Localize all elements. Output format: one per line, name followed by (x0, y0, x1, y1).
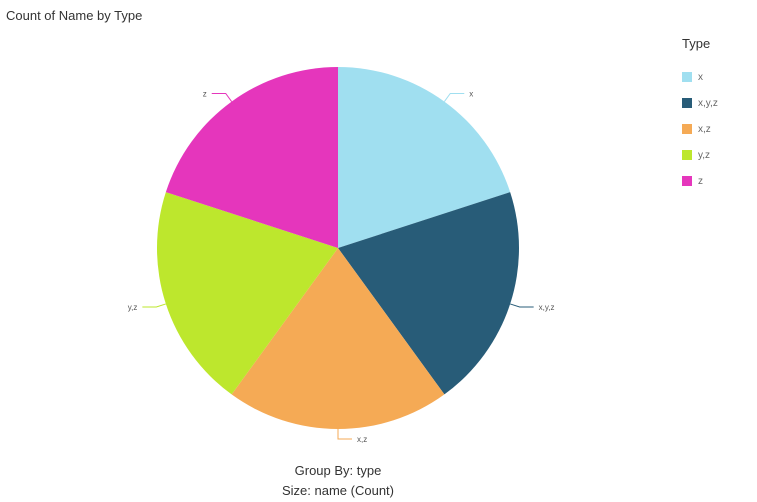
leader-line-y-z (142, 303, 167, 308)
legend-title: Type (682, 36, 711, 51)
legend-item-x-z[interactable]: x,z (682, 116, 752, 142)
legend-item-y-z[interactable]: y,z (682, 142, 752, 168)
legend-swatch (682, 124, 692, 134)
leader-line-x-z (337, 429, 352, 440)
legend-label: x,z (698, 123, 711, 135)
slice-label-z: z (203, 89, 207, 98)
legend-swatch (682, 150, 692, 160)
legend-swatch (682, 98, 692, 108)
pie-slice-y-z[interactable] (157, 192, 338, 395)
leader-line-x-y-z (509, 303, 534, 308)
legend-label: y,z (698, 149, 711, 161)
pie-slice-x-y-z[interactable] (338, 192, 519, 395)
legend-swatch (682, 176, 692, 186)
pie-slice-x-z[interactable] (231, 248, 445, 429)
slice-label-x-y-z: x,y,z (539, 303, 555, 312)
slice-label-x-z: x,z (357, 435, 367, 444)
pie-slice-z[interactable] (165, 67, 338, 248)
legend-label: x,y,z (698, 97, 718, 109)
legend-item-x-y-z[interactable]: x,y,z (682, 90, 752, 116)
slice-label-x: x (469, 89, 473, 98)
legend: Type x x,y,z x,z y,z z (682, 36, 752, 194)
legend-item-x[interactable]: x (682, 64, 752, 90)
slice-label-y-z: y,z (128, 303, 138, 312)
leader-line-z (211, 92, 233, 102)
legend-swatch (682, 72, 692, 82)
chart-title: Count of Name by Type (6, 8, 143, 23)
leader-line-x (443, 92, 465, 102)
legend-item-z[interactable]: z (682, 168, 752, 194)
legend-items: x x,y,z x,z y,z z (682, 64, 752, 194)
pie-slice-x[interactable] (338, 67, 511, 248)
group-by-label: Group By: type (294, 463, 382, 478)
size-label: Size: name (Count) (282, 483, 394, 498)
legend-label: z (698, 175, 703, 187)
legend-label: x (698, 71, 703, 83)
